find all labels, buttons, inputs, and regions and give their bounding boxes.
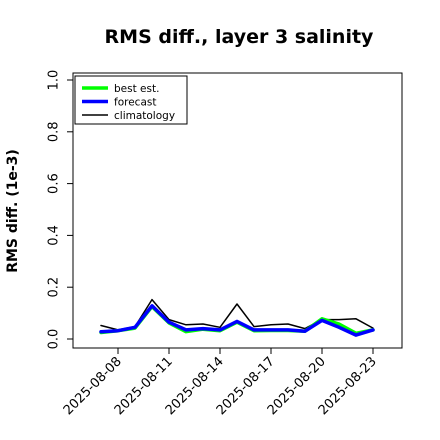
y-tick-label: 1.0 [47,70,62,91]
x-axis: 2025-08-082025-08-112025-08-142025-08-17… [61,348,380,418]
plot-frame [72,72,403,349]
y-tick-label: 0.8 [47,121,62,142]
y-axis-label: RMS diff. (1e-3) [5,149,21,273]
y-tick-label: 0.6 [47,173,62,194]
series-line-forecast [99,304,375,337]
y-tick-label: 0.2 [47,277,62,298]
y-tick-label: 0.4 [47,225,62,246]
y-tick-label: 0.0 [47,329,62,350]
chart-title: RMS diff., layer 3 salinity [105,26,375,48]
legend-label: best est. [114,83,159,95]
y-axis: 0.0 0.2 0.4 0.6 0.8 1.0 [47,70,73,350]
legend-label: forecast [114,97,156,109]
series-layer [99,298,375,337]
legend-label: climatology [114,110,175,122]
